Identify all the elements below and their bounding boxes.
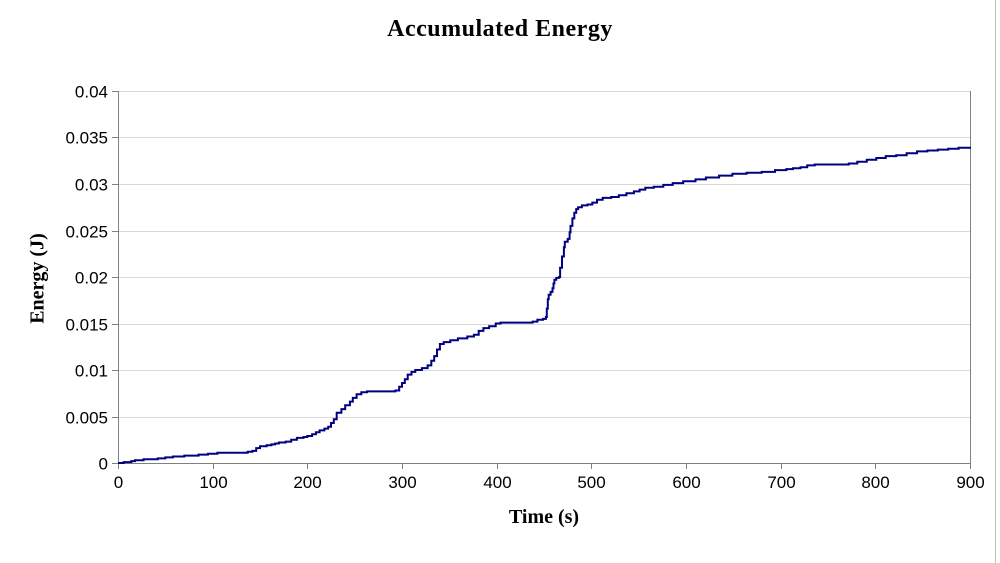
chart-title: Accumulated Energy bbox=[387, 16, 613, 42]
x-axis-title: Time (s) bbox=[508, 506, 580, 528]
y-tick-label: 0.03 bbox=[75, 176, 108, 195]
x-tick-label: 700 bbox=[767, 473, 795, 492]
x-tick-label: 800 bbox=[861, 473, 889, 492]
y-tick-label: 0.01 bbox=[75, 362, 108, 381]
x-tick-label: 0 bbox=[114, 473, 123, 492]
y-tick-label: 0.015 bbox=[65, 316, 108, 335]
x-tick-label: 200 bbox=[293, 473, 321, 492]
x-tick-label: 500 bbox=[577, 473, 605, 492]
y-tick-label: 0.035 bbox=[65, 129, 108, 148]
y-tick-label: 0.005 bbox=[65, 409, 108, 428]
y-tick-label: 0.025 bbox=[65, 223, 108, 242]
y-tick-label: 0.04 bbox=[75, 83, 108, 102]
y-tick-label: 0.02 bbox=[75, 269, 108, 288]
energy-series-line bbox=[118, 146, 971, 464]
x-tick-label: 900 bbox=[956, 473, 984, 492]
x-tick-label: 600 bbox=[672, 473, 700, 492]
x-tick-label: 400 bbox=[483, 473, 511, 492]
x-tick-label: 300 bbox=[388, 473, 416, 492]
y-axis-title: Energy (J) bbox=[26, 233, 49, 324]
y-tick-label: 0 bbox=[99, 455, 108, 474]
x-tick-label: 100 bbox=[199, 473, 227, 492]
chart-right-border bbox=[995, 0, 996, 563]
